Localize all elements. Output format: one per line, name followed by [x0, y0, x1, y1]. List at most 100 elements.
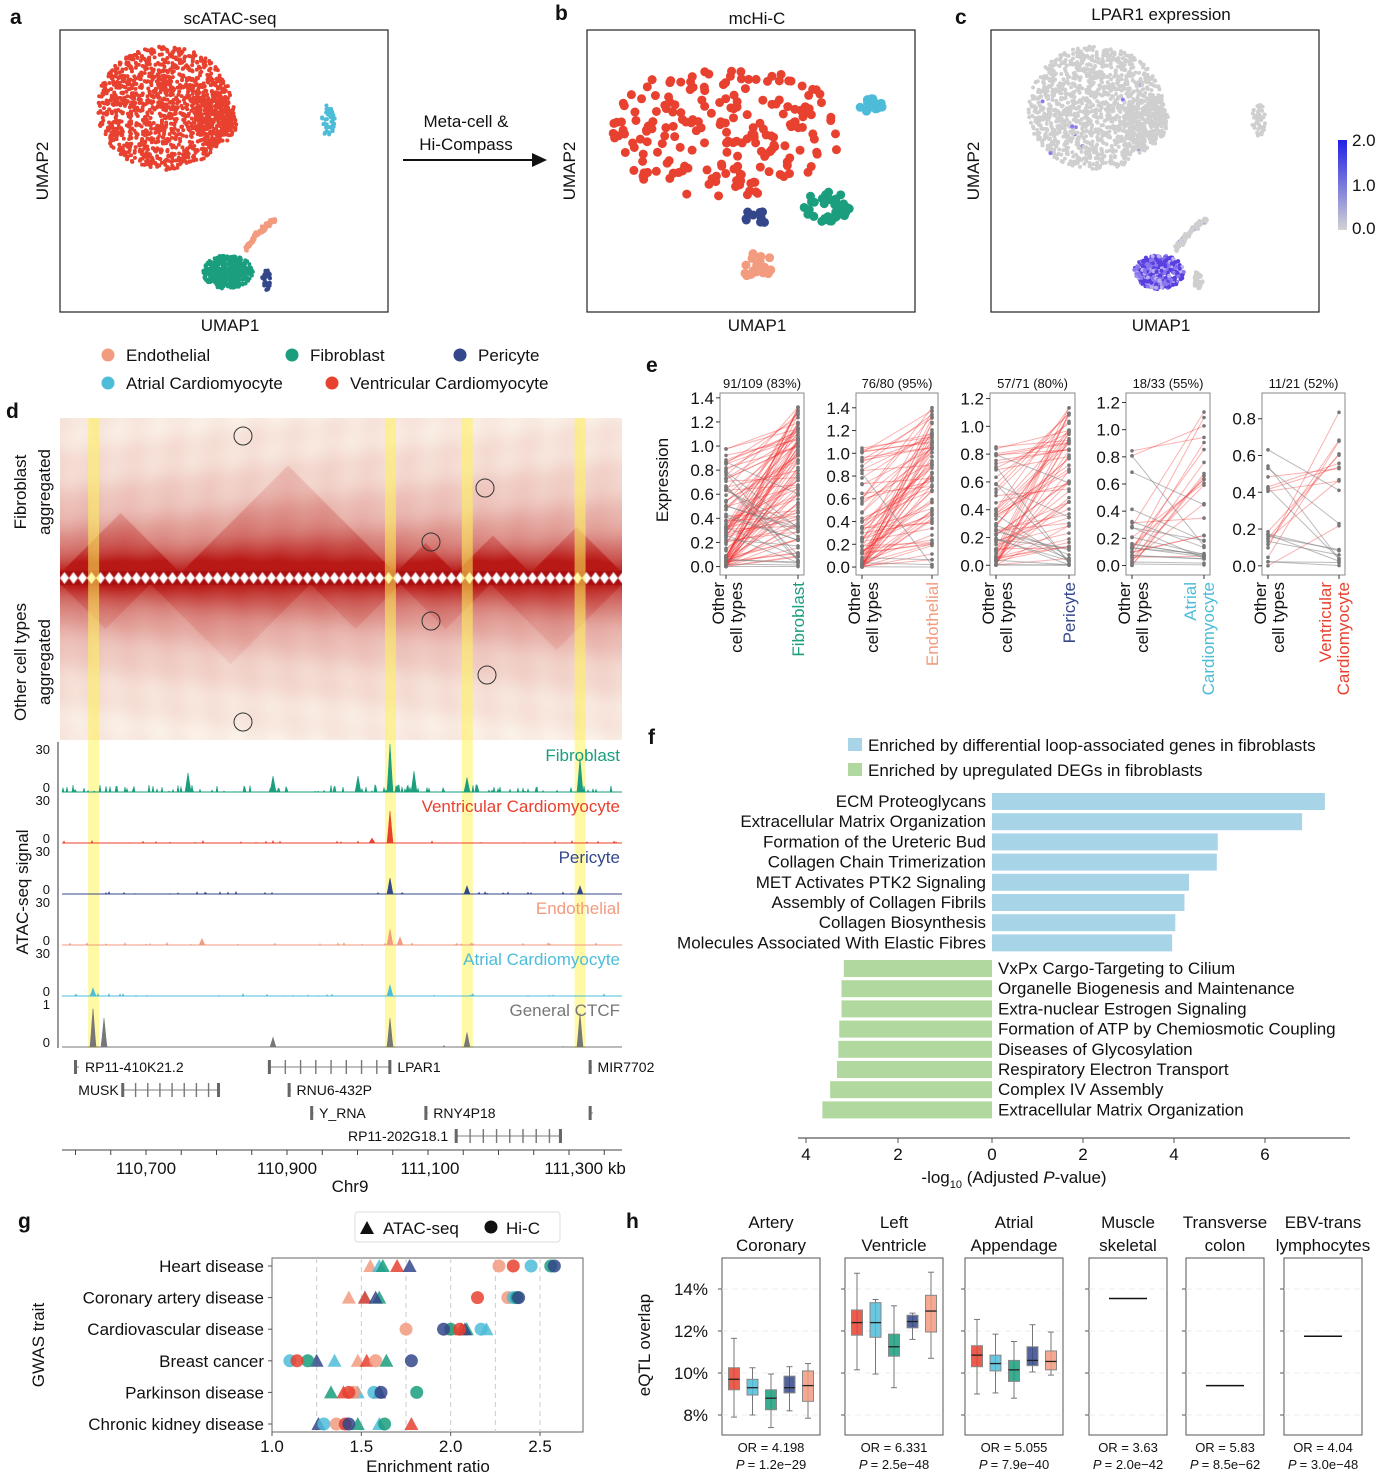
cell-point	[1094, 149, 1099, 154]
cell-point	[129, 153, 134, 158]
cell-point	[212, 136, 217, 141]
cell-point	[265, 287, 270, 292]
cell-point	[227, 263, 232, 268]
cell-point	[182, 117, 187, 122]
cell-point	[323, 117, 328, 122]
cell-point	[1141, 259, 1146, 264]
metacell-point	[637, 94, 647, 104]
cell-point	[167, 111, 172, 116]
loop-anchor-circle	[233, 426, 253, 446]
metacell-point	[616, 117, 626, 127]
cell-point	[124, 123, 129, 128]
cell-point	[145, 48, 150, 53]
cell-point	[104, 91, 109, 96]
cell-point	[1131, 99, 1136, 104]
cell-point	[224, 120, 229, 125]
cell-point	[1127, 54, 1132, 59]
metacell-point	[721, 169, 731, 179]
cell-point	[157, 62, 162, 67]
cell-point	[216, 273, 221, 278]
metacell-point	[675, 142, 685, 152]
cell-point	[1058, 81, 1063, 86]
cell-point	[1181, 270, 1186, 275]
cell-point	[1112, 50, 1117, 55]
cell-point	[138, 108, 143, 113]
metacell-point	[756, 146, 766, 156]
track-ymax-label: 30	[36, 742, 50, 757]
cell-point	[1159, 285, 1164, 290]
cell-point	[1031, 85, 1036, 90]
cell-point	[225, 138, 230, 143]
cell-point	[199, 69, 204, 74]
cell-point	[1102, 92, 1107, 97]
cell-point	[327, 130, 332, 135]
cell-point	[1151, 83, 1156, 88]
cell-point	[1135, 144, 1140, 149]
cell-point	[196, 123, 201, 128]
cell-point	[187, 76, 192, 81]
cell-point	[129, 100, 134, 105]
cell-point	[1140, 280, 1145, 285]
cell-point	[205, 260, 210, 265]
cell-point	[1059, 71, 1064, 76]
cell-point	[132, 78, 137, 83]
cell-point	[1030, 93, 1035, 98]
cell-point	[195, 94, 200, 99]
cell-point	[1126, 102, 1131, 107]
cell-point	[1119, 77, 1124, 82]
cell-point	[103, 132, 108, 137]
cell-point	[1049, 72, 1054, 77]
cell-point	[165, 70, 170, 75]
cell-point	[1053, 144, 1058, 149]
gene-model: RNU6-432P	[287, 1082, 372, 1098]
cell-point	[329, 106, 334, 111]
cell-point	[149, 126, 154, 131]
cell-point	[1064, 117, 1069, 122]
cell-point	[145, 136, 150, 141]
cell-point	[177, 72, 182, 77]
cell-point	[205, 92, 210, 97]
cell-point	[1087, 47, 1092, 52]
cell-point	[1154, 132, 1159, 137]
cell-point	[1087, 163, 1092, 168]
metacell-point	[863, 104, 873, 114]
cell-point	[232, 125, 237, 130]
cell-point	[1130, 147, 1135, 152]
cell-point	[159, 126, 164, 131]
cell-point	[237, 266, 242, 271]
cell-point	[1097, 101, 1102, 106]
cell-point	[140, 148, 145, 153]
cell-point	[179, 103, 184, 108]
cell-point	[190, 83, 195, 88]
cell-point	[1080, 131, 1085, 136]
cell-point	[197, 73, 202, 78]
cell-point	[1109, 87, 1114, 92]
metacell-point	[826, 112, 836, 122]
cell-point	[1108, 61, 1113, 66]
cell-point	[215, 134, 220, 139]
cell-point	[1127, 152, 1132, 157]
metacell-point	[721, 138, 731, 148]
cell-point	[1192, 283, 1197, 288]
cell-point	[139, 54, 144, 59]
cell-point	[1087, 88, 1092, 93]
cell-point	[152, 126, 157, 131]
cell-point	[152, 50, 157, 55]
cell-point	[1119, 73, 1124, 78]
cell-point	[139, 84, 144, 89]
cell-point	[1122, 107, 1127, 112]
cell-point	[174, 117, 179, 122]
cell-point	[155, 124, 160, 129]
cell-point	[179, 124, 184, 129]
cell-point	[195, 148, 200, 153]
gene-model: RP11-410K21.2	[74, 1059, 184, 1075]
cell-point	[1123, 81, 1128, 86]
cell-point	[1139, 111, 1144, 116]
metacell-point	[670, 132, 680, 142]
cell-point	[190, 63, 195, 68]
cell-point	[1040, 141, 1045, 146]
expression-point	[724, 507, 728, 512]
cell-point	[1102, 118, 1107, 123]
metacell-point	[660, 131, 670, 141]
cell-point	[1089, 133, 1094, 138]
